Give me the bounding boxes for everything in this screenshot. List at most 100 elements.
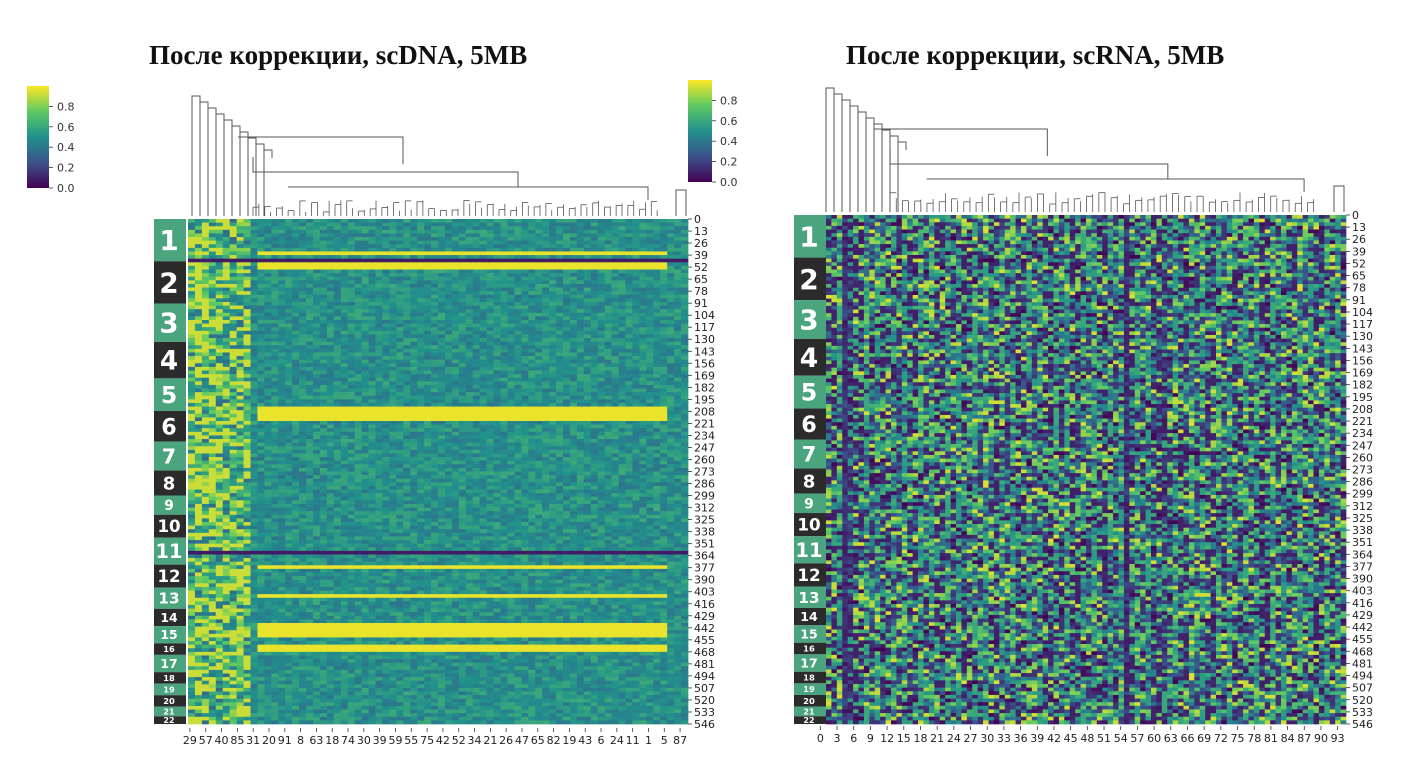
heatmap-scdna-cell — [556, 294, 564, 299]
heatmap-scdna-cell — [535, 287, 543, 292]
heatmap-scdna-cell — [563, 334, 571, 339]
heatmap-scdna-cell — [549, 413, 557, 418]
heatmap-scdna-cell — [646, 251, 654, 256]
heatmap-scdna-cell — [396, 406, 404, 411]
heatmap-scdna-cell — [299, 359, 307, 364]
heatmap-scdna-cell — [319, 240, 328, 245]
heatmap-scdna-cell — [333, 316, 342, 321]
heatmap-scdna-cell — [417, 229, 425, 234]
heatmap-scdna-cell — [375, 395, 383, 400]
heatmap-scdna-cell — [271, 301, 279, 306]
heatmap-scdna-cell — [611, 222, 619, 227]
heatmap-scdna-cell — [660, 269, 668, 274]
heatmap-scdna-cell — [563, 283, 571, 288]
heatmap-scdna-cell — [389, 384, 397, 389]
heatmap-scdna-cell — [438, 305, 446, 310]
heatmap-scdna-cell — [458, 276, 467, 281]
heatmap-scdna-cell — [563, 237, 571, 241]
heatmap-scdna-cell — [340, 237, 349, 241]
dendrogram-scdna-link — [207, 107, 217, 216]
heatmap-scdna-cell — [229, 276, 237, 281]
heatmap-scdna-cell — [313, 291, 321, 296]
heatmap-scdna-cell — [319, 384, 328, 389]
heatmap-scdna-cell — [542, 384, 550, 389]
heatmap-scdna-cell — [389, 366, 397, 371]
heatmap-scdna-cell — [549, 457, 557, 462]
heatmap-scdna-cell — [222, 258, 231, 263]
heatmap-scdna-cell — [278, 294, 286, 299]
heatmap-scdna-cell — [194, 348, 203, 353]
heatmap-scdna-cell — [264, 226, 272, 231]
heatmap-scdna-cell — [285, 449, 293, 454]
heatmap-scdna-cell — [681, 392, 689, 397]
heatmap-scdna-cell — [528, 421, 536, 425]
heatmap-scdna-cell — [458, 338, 467, 342]
heatmap-scdna-cell — [215, 428, 224, 433]
heatmap-scdna-cell — [285, 294, 293, 299]
heatmap-scdna-cell — [535, 431, 543, 436]
heatmap-scdna-cell — [569, 258, 578, 263]
heatmap-scdna-cell — [347, 276, 356, 281]
heatmap-scdna-cell — [535, 424, 543, 429]
heatmap-scdna-cell — [194, 363, 203, 368]
heatmap-scdna-cell — [549, 363, 557, 368]
heatmap-scdna-cell — [285, 269, 293, 274]
heatmap-scdna-cell — [306, 453, 314, 458]
heatmap-scdna-cell — [278, 262, 286, 267]
heatmap-scdna-cell — [396, 410, 404, 415]
heatmap-scdna-cell — [431, 283, 439, 288]
heatmap-scdna-cell — [597, 428, 606, 433]
heatmap-scdna-cell — [465, 273, 474, 278]
heatmap-scdna-cell — [458, 384, 467, 389]
heatmap-scdna-cell — [583, 428, 592, 433]
heatmap-scdna-cell — [618, 222, 626, 227]
heatmap-scdna-cell — [653, 446, 661, 451]
heatmap-scdna-cell — [500, 247, 508, 252]
heatmap-scdna-cell — [583, 219, 592, 223]
heatmap-scdna-cell — [194, 323, 203, 328]
heatmap-scdna-cell — [681, 406, 689, 411]
heatmap-scdna-cell — [486, 399, 494, 404]
heatmap-scdna-cell — [215, 334, 224, 339]
heatmap-scdna-cell — [590, 439, 599, 443]
heatmap-scdna-cell — [347, 428, 356, 433]
heatmap-scdna-cell — [257, 316, 265, 321]
heatmap-scdna-cell — [389, 316, 397, 321]
heatmap-scdna-cell — [326, 287, 335, 292]
heatmap-scdna-cell — [417, 377, 425, 382]
heatmap-scdna-cell — [271, 356, 279, 361]
heatmap-scdna-cell — [215, 273, 224, 278]
heatmap-scdna-cell — [472, 348, 481, 353]
heatmap-scdna-cell — [417, 237, 425, 241]
heatmap-scdna-cell — [493, 298, 501, 303]
heatmap-scdna-cell — [243, 381, 251, 386]
heatmap-scdna-cell — [361, 233, 369, 238]
heatmap-scdna-cell — [340, 301, 349, 306]
heatmap-scdna-cell — [319, 229, 328, 234]
heatmap-scdna-cell — [646, 399, 654, 404]
heatmap-scdna-cell — [375, 356, 383, 361]
heatmap-scdna-cell — [569, 226, 578, 231]
heatmap-scdna-cell — [674, 233, 682, 238]
heatmap-scdna-cell — [375, 399, 383, 404]
heatmap-scdna-cell — [542, 446, 550, 451]
heatmap-scdna-cell — [229, 298, 237, 303]
heatmap-scdna-cell — [194, 421, 203, 425]
heatmap-scdna-cell — [257, 305, 265, 310]
heatmap-scdna-cell — [625, 424, 633, 429]
heatmap-scdna-cell — [535, 413, 543, 418]
heatmap-scdna-cell — [201, 410, 210, 415]
heatmap-scdna-cell — [340, 341, 349, 346]
heatmap-scdna-cell — [215, 377, 224, 382]
heatmap-scdna-cell — [535, 338, 543, 342]
heatmap-scdna-cell — [535, 229, 543, 234]
heatmap-scdna-cell — [229, 435, 237, 440]
heatmap-scdna-cell — [368, 276, 376, 281]
heatmap-scdna-cell — [486, 233, 494, 238]
heatmap-scdna-cell — [382, 402, 390, 407]
heatmap-scdna-cell — [236, 399, 244, 404]
heatmap-scdna-cell — [431, 334, 439, 339]
heatmap-scdna-cell — [674, 377, 682, 382]
heatmap-scdna-cell — [597, 312, 606, 317]
heatmap-scdna-cell — [236, 341, 244, 346]
